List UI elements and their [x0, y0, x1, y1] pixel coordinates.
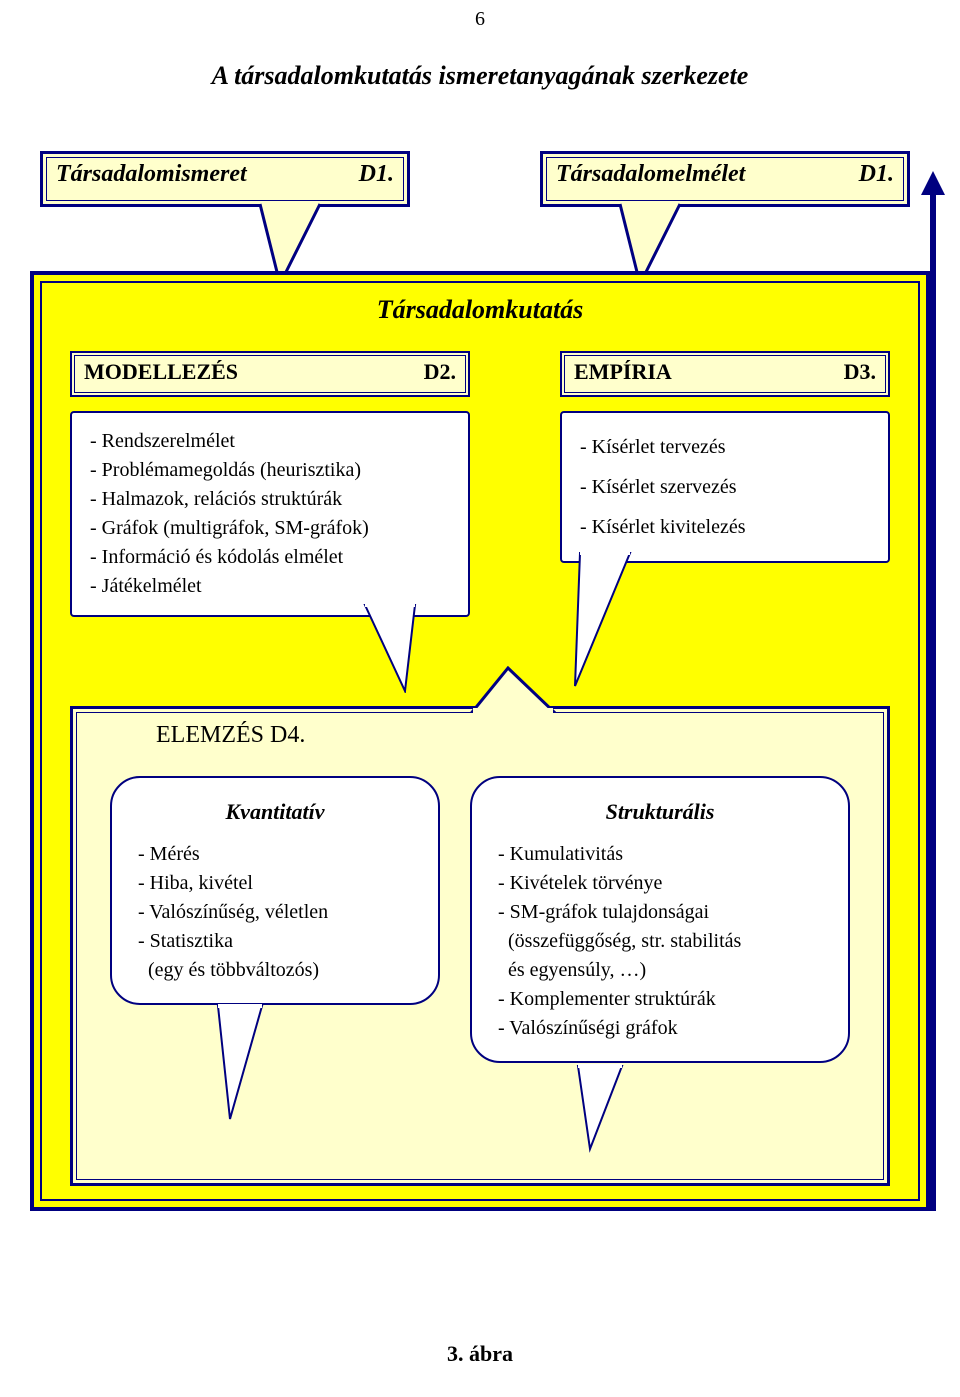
arrow-up-right-head [921, 171, 945, 195]
elemzes-panel-tail [468, 666, 568, 716]
strukt-item-5: - Komplementer struktúrák [498, 985, 822, 1014]
modell-item-0: - Rendszerelmélet [90, 427, 450, 456]
modell-callout-tail [360, 603, 440, 693]
modell-item-1: - Problémamegoldás (heurisztika) [90, 456, 450, 485]
figure-caption: 3. ábra [0, 1321, 960, 1397]
kvant-item-1: - Hiba, kivétel [138, 869, 412, 898]
elemzes-panel: ELEMZÉS D4. Kvantitatív - Mérés - Hiba, … [70, 706, 890, 1186]
strukt-item-6: - Valószínűségi gráfok [498, 1014, 822, 1043]
empiria-item-2: - Kísérlet kivitelezés [580, 507, 870, 547]
kvant-callout-tail [210, 1004, 280, 1124]
empiria-header-box: EMPÍRIA D3. [560, 351, 890, 397]
kvant-item-3: - Statisztika [138, 927, 412, 956]
modell-item-4: - Információ és kódolás elmélet [90, 543, 450, 572]
strukt-item-0: - Kumulativitás [498, 840, 822, 869]
top-label-right: Társadalomelmélet D1. [540, 151, 910, 207]
empiria-item-1: - Kísérlet szervezés [580, 467, 870, 507]
top-label-left-text: Társadalomismeret [56, 161, 247, 188]
page-number: 6 [0, 0, 960, 31]
top-label-left-code: D1. [359, 161, 394, 188]
top-label-left: Társadalomismeret D1. [40, 151, 410, 207]
modell-item-3: - Gráfok (multigráfok, SM-gráfok) [90, 514, 450, 543]
strukt-callout-tail [570, 1064, 640, 1154]
kvant-item-2: - Valószínűség, véletlen [138, 898, 412, 927]
modell-header-box: MODELLEZÉS D2. [70, 351, 470, 397]
strukt-item-1: - Kivételek törvénye [498, 869, 822, 898]
top-label-right-text: Társadalomelmélet [556, 161, 745, 188]
elemzes-code: D4. [270, 722, 305, 748]
modell-header: MODELLEZÉS [84, 359, 238, 385]
main-panel: Társadalomkutatás MODELLEZÉS D2. EMPÍRIA… [30, 271, 930, 1211]
empiria-item-0: - Kísérlet tervezés [580, 427, 870, 467]
modell-item-2: - Halmazok, relációs struktúrák [90, 485, 450, 514]
strukt-item-2: - SM-gráfok tulajdonságai [498, 898, 822, 927]
kvant-item-0: - Mérés [138, 840, 412, 869]
empiria-callout-tail [570, 551, 650, 691]
strukt-item-3: (összefüggőség, str. stabilitás [498, 927, 822, 956]
modell-item-5: - Játékelmélet [90, 572, 450, 601]
strukt-title: Strukturális [498, 796, 822, 828]
empiria-callout: - Kísérlet tervezés - Kísérlet szervezés… [560, 411, 890, 563]
empiria-code: D3. [844, 359, 876, 385]
arrow-up-right [930, 191, 936, 1211]
modell-callout: - Rendszerelmélet - Problémamegoldás (he… [70, 411, 470, 617]
empiria-header: EMPÍRIA [574, 359, 672, 385]
kvant-title: Kvantitatív [138, 796, 412, 828]
strukt-item-4: és egyensúly, …) [498, 956, 822, 985]
elemzes-header: ELEMZÉS [156, 722, 264, 748]
kvant-item-4: (egy és többváltozós) [138, 956, 412, 985]
strukt-callout: Strukturális - Kumulativitás - Kivételek… [470, 776, 850, 1063]
modell-code: D2. [424, 359, 456, 385]
page-title: A társadalomkutatás ismeretanyagának sze… [0, 61, 960, 91]
diagram-canvas: Társadalomismeret D1. Társadalomelmélet … [0, 151, 960, 1321]
kvant-callout: Kvantitatív - Mérés - Hiba, kivétel - Va… [110, 776, 440, 1005]
top-label-right-code: D1. [859, 161, 894, 188]
